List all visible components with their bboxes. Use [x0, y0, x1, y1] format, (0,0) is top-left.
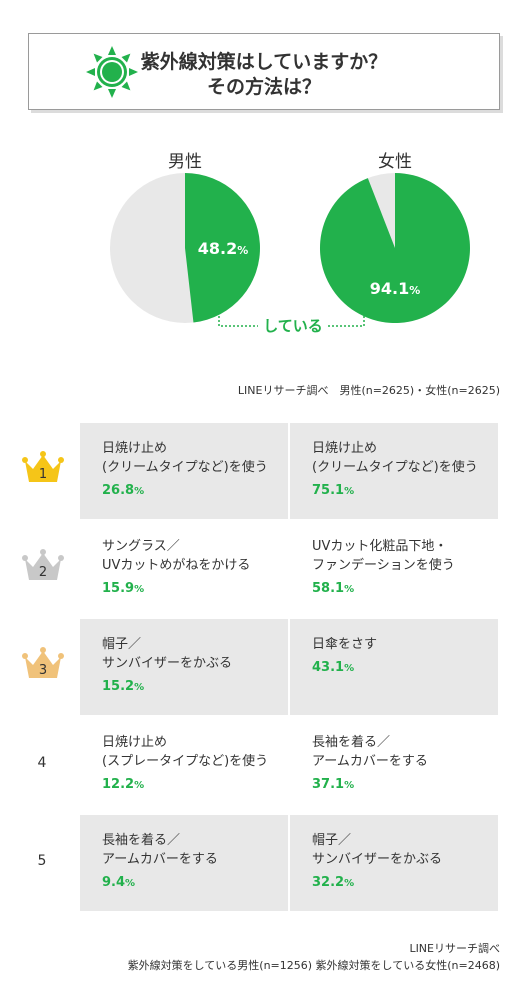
rank-number: 5: [37, 853, 47, 869]
pie-value-label: 94.1%: [370, 279, 421, 298]
annotation-label: している: [263, 317, 323, 335]
rank-item: UVカット化粧品下地・ ファンデーションを使う: [312, 539, 455, 573]
sun-icon: [86, 46, 138, 98]
rank-number: 2: [38, 565, 48, 580]
rank-item: 帽子／ サンバイザーをかぶる: [102, 637, 233, 671]
rank-percent-unit: %: [134, 780, 145, 791]
rank-percent-unit: %: [134, 682, 145, 693]
source-note-bottom-2: 紫外線対策をしている男性(n=1256) 紫外線対策をしている女性(n=2468…: [127, 959, 500, 972]
rank-number: 3: [38, 663, 48, 678]
rank-percent: 75.1%: [312, 483, 355, 498]
annotation-bracket-left: [218, 312, 258, 327]
rank-item: 日傘をさす: [312, 637, 378, 652]
pie-value-unit: %: [409, 284, 420, 297]
rank-percent-unit: %: [134, 486, 145, 497]
rank-label: 5: [14, 815, 70, 911]
rank-percent: 32.2%: [312, 875, 355, 890]
rank-row: 2 サングラス／ UVカットめがねをかける 15.9% UVカット化粧品下地・ ファン…: [0, 521, 530, 617]
rank-percent: 9.4%: [102, 875, 136, 890]
rank-cell-male: 帽子／ サンバイザーをかぶる 15.2%: [80, 619, 288, 715]
rank-item: 日焼け止め (クリームタイプなど)を使う: [102, 441, 268, 475]
rank-row: 3 帽子／ サンバイザーをかぶる 15.2% 日傘をさす 43.1%: [0, 619, 530, 715]
pie-label-male: 男性: [168, 152, 202, 172]
rank-percent: 58.1%: [312, 581, 355, 596]
rank-percent-unit: %: [344, 663, 355, 674]
rank-percent-unit: %: [134, 584, 145, 595]
rank-cell-male: 日焼け止め (クリームタイプなど)を使う 26.8%: [80, 423, 288, 519]
rank-cell-male: 日焼け止め (スプレータイプなど)を使う 12.2%: [80, 717, 288, 813]
rank-label: 1: [14, 423, 70, 519]
rank-item: 帽子／ サンバイザーをかぶる: [312, 833, 443, 867]
source-note-bottom-1: LINEリサーチ調べ: [409, 942, 500, 955]
pie-charts: 48.2% 94.1% している: [110, 173, 470, 335]
rank-row: 4 日焼け止め (スプレータイプなど)を使う 12.2% 長袖を着る／ アームカバーを…: [0, 717, 530, 813]
page-title: 紫外線対策はしていますか？ その方法は？: [29, 50, 499, 100]
pie-slice-value: [319, 173, 470, 323]
rank-number: 4: [37, 755, 47, 771]
rank-row: 5 長袖を着る／ アームカバーをする 9.4% 帽子／ サンバイザーをかぶる 32.2%: [0, 815, 530, 911]
pie-value-unit: %: [237, 244, 248, 257]
rank-item: 日焼け止め (スプレータイプなど)を使う: [102, 735, 269, 769]
rank-percent: 26.8%: [102, 483, 145, 498]
pie-label-female: 女性: [378, 152, 412, 172]
rank-item: 長袖を着る／ アームカバーをする: [102, 833, 218, 867]
rank-item: 長袖を着る／ アームカバーをする: [312, 735, 428, 769]
rank-percent: 12.2%: [102, 777, 145, 792]
rank-label: 4: [14, 717, 70, 813]
rank-cell-female: 帽子／ サンバイザーをかぶる 32.2%: [290, 815, 498, 911]
title-line-1: 紫外線対策はしていますか？: [140, 51, 388, 73]
crown-icon: [22, 647, 64, 678]
crown-icon: [22, 549, 64, 580]
rank-number: 1: [38, 467, 48, 482]
rank-percent-unit: %: [344, 780, 355, 791]
annotation-bracket-right: [328, 312, 365, 327]
title-box: 紫外線対策はしていますか？ その方法は？: [28, 33, 500, 110]
rank-label: 2: [14, 521, 70, 617]
rank-percent: 43.1%: [312, 660, 355, 675]
rank-percent: 37.1%: [312, 777, 355, 792]
rank-cell-female: UVカット化粧品下地・ ファンデーションを使う 58.1%: [290, 521, 498, 617]
rank-cell-female: 長袖を着る／ アームカバーをする 37.1%: [290, 717, 498, 813]
rank-cell-male: 長袖を着る／ アームカバーをする 9.4%: [80, 815, 288, 911]
rank-percent-unit: %: [344, 584, 355, 595]
pie-value-label: 48.2%: [198, 239, 249, 258]
rank-percent-unit: %: [344, 878, 355, 889]
rank-percent: 15.2%: [102, 679, 145, 694]
source-note-top: LINEリサーチ調べ 男性(n=2625)・女性(n=2625): [237, 384, 500, 397]
rank-item: サングラス／ UVカットめがねをかける: [102, 539, 251, 573]
rank-item: 日焼け止め (クリームタイプなど)を使う: [312, 441, 478, 475]
rank-label: 3: [14, 619, 70, 715]
pie-slice-value: [185, 173, 260, 323]
rank-cell-female: 日焼け止め (クリームタイプなど)を使う 75.1%: [290, 423, 498, 519]
rank-percent: 15.9%: [102, 581, 145, 596]
rank-row: 1 日焼け止め (クリームタイプなど)を使う 26.8% 日焼け止め (クリームタイプ…: [0, 423, 530, 519]
rank-cell-female: 日傘をさす 43.1%: [290, 619, 498, 715]
crown-icon: [22, 451, 64, 482]
rank-cell-male: サングラス／ UVカットめがねをかける 15.9%: [80, 521, 288, 617]
rank-percent-unit: %: [125, 878, 136, 889]
title-line-2: その方法は？: [206, 76, 321, 98]
rank-percent-unit: %: [344, 486, 355, 497]
